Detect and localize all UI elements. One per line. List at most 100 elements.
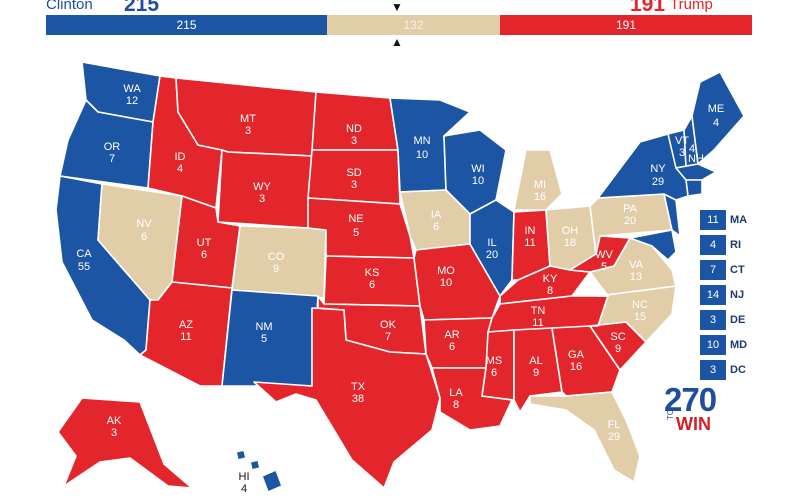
label-NC-abbr: NC bbox=[632, 299, 648, 311]
label-OK-ev: 7 bbox=[385, 331, 391, 343]
label-MI-ev: 16 bbox=[534, 191, 546, 203]
label-IA-abbr: IA bbox=[431, 209, 442, 221]
small-state-abbr: RI bbox=[730, 239, 741, 251]
label-ND-abbr: ND bbox=[346, 123, 362, 135]
label-SD-ev: 3 bbox=[351, 179, 357, 191]
logo-number: 270 bbox=[664, 381, 717, 418]
small-state-RI[interactable]: 4 RI bbox=[700, 235, 741, 255]
label-AZ-abbr: AZ bbox=[179, 319, 193, 331]
label-AL-abbr: AL bbox=[529, 355, 542, 367]
label-CO-abbr: CO bbox=[268, 251, 285, 263]
logo-to: TO bbox=[666, 409, 675, 420]
label-WV-ev: 5 bbox=[601, 261, 607, 273]
state-NM[interactable] bbox=[221, 289, 319, 387]
label-AK-abbr: AK bbox=[107, 415, 122, 427]
midpoint-marker-top: ▼ bbox=[391, 0, 403, 14]
label-AL-ev: 9 bbox=[533, 367, 539, 379]
state-MD[interactable] bbox=[629, 229, 677, 261]
small-state-ev: 11 bbox=[700, 210, 726, 230]
state-FL[interactable] bbox=[529, 391, 641, 483]
label-SC-abbr: SC bbox=[610, 331, 625, 343]
state-CT[interactable] bbox=[685, 179, 703, 197]
label-WI-ev: 10 bbox=[472, 175, 484, 187]
label-NV-abbr: NV bbox=[136, 218, 152, 230]
state-NC[interactable] bbox=[589, 285, 677, 343]
label-NE-ev: 5 bbox=[353, 227, 359, 239]
state-MA[interactable] bbox=[675, 163, 717, 181]
state-HI[interactable] bbox=[261, 469, 283, 493]
label-KS-ev: 6 bbox=[369, 279, 375, 291]
small-state-ev: 14 bbox=[700, 285, 726, 305]
label-AR-ev: 6 bbox=[449, 341, 455, 353]
label-IN-abbr: IN bbox=[525, 225, 536, 237]
label-CO-ev: 9 bbox=[273, 263, 279, 275]
label-PA-abbr: PA bbox=[623, 203, 638, 215]
state-WY[interactable] bbox=[217, 149, 313, 229]
label-CA-ev: 55 bbox=[78, 261, 90, 273]
state-HI-islands-2 bbox=[249, 459, 261, 471]
state-ME[interactable] bbox=[691, 71, 745, 165]
label-TN-ev: 11 bbox=[532, 317, 543, 329]
label-NC-ev: 15 bbox=[634, 311, 646, 323]
label-NY-abbr: NY bbox=[650, 163, 666, 175]
label-OH-abbr: OH bbox=[562, 225, 579, 237]
label-MN-abbr: MN bbox=[413, 135, 430, 147]
label-TN-abbr: TN bbox=[531, 305, 546, 317]
label-UT-abbr: UT bbox=[197, 237, 212, 249]
label-LA-abbr: LA bbox=[449, 387, 463, 399]
label-AR-abbr: AR bbox=[444, 329, 459, 341]
small-state-abbr: DC bbox=[730, 364, 746, 376]
small-state-DC[interactable]: 3 DC bbox=[700, 360, 746, 380]
logo-win: WIN bbox=[676, 414, 711, 434]
state-MS[interactable] bbox=[481, 329, 515, 401]
small-state-MD[interactable]: 10 MD bbox=[700, 335, 747, 355]
label-OR-ev: 7 bbox=[109, 153, 115, 165]
state-HI-islands bbox=[235, 449, 247, 461]
label-MN-ev: 10 bbox=[416, 149, 428, 161]
small-state-NJ[interactable]: 14 NJ bbox=[700, 285, 744, 305]
state-labels: WA 12 OR 7 CA 55 NV 6 ID 4 MT 3 WY 3 UT … bbox=[76, 83, 724, 495]
label-MT-ev: 3 bbox=[245, 125, 251, 137]
label-IA-ev: 6 bbox=[433, 221, 439, 233]
state-AR[interactable] bbox=[423, 317, 493, 369]
label-ID-ev: 4 bbox=[177, 163, 183, 175]
small-state-ev: 7 bbox=[700, 260, 726, 280]
label-HI-abbr: HI bbox=[239, 471, 250, 483]
bar-segment-tossup: 132 bbox=[327, 15, 500, 35]
label-IL-ev: 20 bbox=[486, 249, 498, 261]
label-WY-abbr: WY bbox=[253, 181, 271, 193]
270towin-logo[interactable]: 270 TO WIN bbox=[664, 381, 724, 434]
label-VT-abbr: VT bbox=[675, 135, 689, 147]
small-state-MA[interactable]: 11 MA bbox=[700, 210, 747, 230]
clinton-total: 215 bbox=[124, 0, 160, 16]
label-NV-ev: 6 bbox=[141, 231, 147, 243]
label-TX-ev: 38 bbox=[352, 393, 364, 405]
label-KS-abbr: KS bbox=[365, 267, 380, 279]
label-SC-ev: 9 bbox=[615, 343, 621, 355]
label-MI-abbr: MI bbox=[534, 179, 546, 191]
bar-segment-clinton: 215 bbox=[46, 15, 327, 35]
label-ME-ev: 4 bbox=[713, 117, 719, 129]
small-state-CT[interactable]: 7 CT bbox=[700, 260, 745, 280]
label-MO-ev: 10 bbox=[440, 277, 452, 289]
label-SD-abbr: SD bbox=[346, 167, 361, 179]
label-HI-ev: 4 bbox=[241, 483, 247, 495]
label-GA-ev: 16 bbox=[570, 361, 582, 373]
small-state-DE[interactable]: 3 DE bbox=[700, 310, 745, 330]
small-state-ev: 3 bbox=[700, 360, 726, 380]
state-AK[interactable] bbox=[57, 397, 193, 489]
label-ID-abbr: ID bbox=[175, 151, 186, 163]
state-TX[interactable] bbox=[253, 307, 441, 489]
label-WI-abbr: WI bbox=[471, 163, 484, 175]
label-WA-ev: 12 bbox=[126, 95, 138, 107]
label-GA-abbr: GA bbox=[568, 349, 585, 361]
label-NM-ev: 5 bbox=[261, 333, 267, 345]
small-state-ev: 4 bbox=[700, 235, 726, 255]
trump-label: Trump bbox=[670, 0, 713, 13]
label-PA-ev: 20 bbox=[624, 215, 636, 227]
small-state-ev: 10 bbox=[700, 335, 726, 355]
state-AZ[interactable] bbox=[139, 281, 233, 387]
label-UT-ev: 6 bbox=[201, 249, 207, 261]
label-NY-ev: 29 bbox=[652, 176, 664, 188]
clinton-label: Clinton bbox=[46, 0, 93, 13]
